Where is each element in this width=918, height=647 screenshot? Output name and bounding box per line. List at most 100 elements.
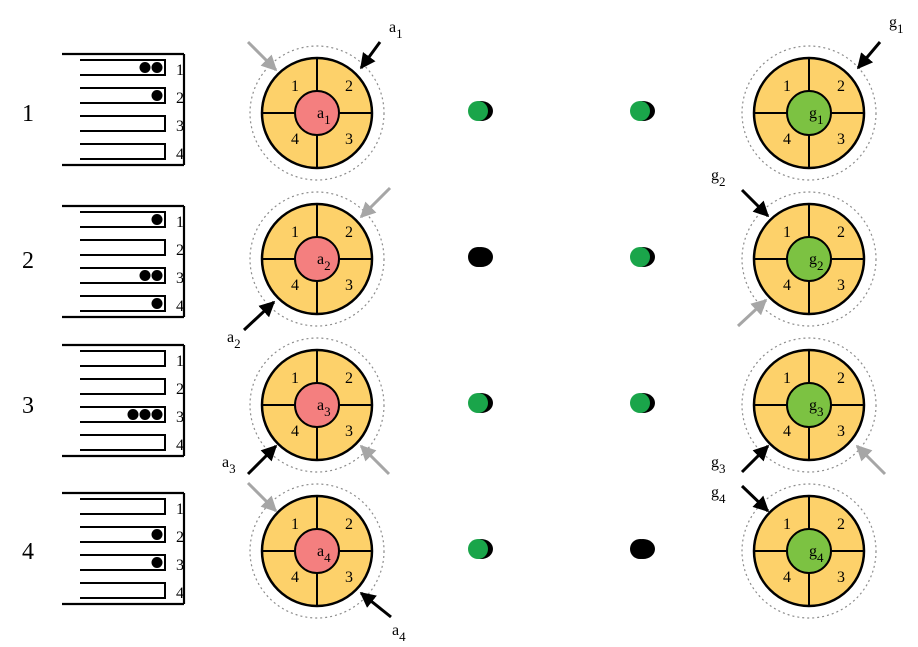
wheel-hub xyxy=(786,236,832,282)
slot-outline xyxy=(80,295,166,312)
quadrant-label: 4 xyxy=(783,277,791,294)
black-arrow-icon xyxy=(740,444,770,474)
dotted-ring xyxy=(249,191,385,327)
slot-dot xyxy=(151,214,163,225)
green-dot xyxy=(468,393,488,413)
wheel-hub xyxy=(294,528,340,574)
goal-wheel xyxy=(741,45,877,181)
slot-outline xyxy=(80,87,166,104)
quadrant-label: 2 xyxy=(345,516,353,533)
slot-dot xyxy=(151,529,163,540)
green-dot xyxy=(468,539,488,559)
wheel-hub xyxy=(294,90,340,136)
goal-hub-label: g4 xyxy=(809,543,824,565)
slot-number: 2 xyxy=(176,90,184,107)
slot-dot xyxy=(127,409,139,420)
black-dot xyxy=(468,247,488,267)
agent-wheel xyxy=(249,45,385,181)
quadrant-label: 3 xyxy=(837,131,845,148)
slot-number: 3 xyxy=(176,118,184,135)
gray-arrow-icon xyxy=(246,481,278,513)
dotted-ring xyxy=(741,45,877,181)
black-dot xyxy=(630,539,650,559)
slot-dot xyxy=(139,270,151,281)
slot-number: 3 xyxy=(176,409,184,426)
dotted-ring xyxy=(249,483,385,619)
slot-number: 1 xyxy=(176,501,184,518)
slot-rack xyxy=(62,204,186,319)
slot-rack xyxy=(62,343,186,458)
quadrant-label: 4 xyxy=(783,569,791,586)
dotted-ring xyxy=(741,483,877,619)
agent-hub-label: a1 xyxy=(317,105,331,127)
arrow-label-g4: g4 xyxy=(711,484,726,506)
gray-arrow-icon xyxy=(359,444,391,476)
quadrant-label: 4 xyxy=(291,423,299,440)
slot-dot xyxy=(151,557,163,568)
quadrant-label: 3 xyxy=(837,277,845,294)
gray-arrow-icon xyxy=(246,40,278,72)
row-label: 3 xyxy=(22,393,34,419)
arrow-label-g3: g3 xyxy=(711,454,726,476)
goal-wheel xyxy=(741,191,877,327)
quadrant-label: 1 xyxy=(291,370,299,387)
black-arrow-icon xyxy=(359,591,392,619)
quadrant-label: 2 xyxy=(345,370,353,387)
agent-wheel xyxy=(249,483,385,619)
slot-outline xyxy=(80,239,166,256)
agent-wheel xyxy=(249,191,385,327)
black-arrow-icon xyxy=(246,444,278,476)
gray-arrow-icon xyxy=(736,298,768,328)
slot-outline xyxy=(80,115,166,132)
black-arrow-icon xyxy=(856,41,882,70)
quadrant-label: 3 xyxy=(345,569,353,586)
slot-number: 3 xyxy=(176,557,184,574)
green-dot xyxy=(630,101,650,121)
slot-outline xyxy=(80,554,166,571)
goal-hub-label: g2 xyxy=(809,251,824,273)
quadrant-label: 3 xyxy=(837,423,845,440)
arrow-label-a4: a4 xyxy=(392,622,406,644)
slot-outline xyxy=(80,378,166,395)
slot-rack xyxy=(62,52,186,167)
slot-dot xyxy=(151,298,163,309)
wheel-hub xyxy=(786,382,832,428)
row-label: 2 xyxy=(22,248,34,274)
agent-wheel xyxy=(249,337,385,473)
green-dot xyxy=(630,247,650,267)
quadrant-label: 2 xyxy=(345,78,353,95)
slot-number: 1 xyxy=(176,214,184,231)
quadrant-label: 3 xyxy=(345,277,353,294)
agent-hub-label: a2 xyxy=(317,251,331,273)
goal-hub-label: g3 xyxy=(809,397,824,419)
black-arrow-icon xyxy=(242,300,276,332)
dotted-ring xyxy=(741,337,877,473)
goal-hub-label: g1 xyxy=(809,105,824,127)
quadrant-label: 1 xyxy=(783,224,791,241)
quadrant-label: 1 xyxy=(291,78,299,95)
dotted-ring xyxy=(249,337,385,473)
slot-dot xyxy=(151,62,163,73)
arrow-label-a1: a1 xyxy=(389,19,403,41)
slot-outline xyxy=(80,582,166,599)
quadrant-label: 2 xyxy=(837,370,845,387)
gray-arrow-icon xyxy=(359,186,392,219)
slot-outline xyxy=(80,59,166,76)
green-dot xyxy=(630,393,650,413)
quadrant-label: 4 xyxy=(291,131,299,148)
quadrant-label: 2 xyxy=(837,516,845,533)
slot-number: 2 xyxy=(176,381,184,398)
quadrant-label: 3 xyxy=(345,131,353,148)
quadrant-label: 2 xyxy=(837,78,845,95)
slot-number: 4 xyxy=(176,585,184,602)
wheel-hub xyxy=(294,382,340,428)
dotted-ring xyxy=(741,191,877,327)
slot-dot xyxy=(139,409,151,420)
slot-outline xyxy=(80,267,166,284)
quadrant-label: 3 xyxy=(837,569,845,586)
wheel-hub xyxy=(786,90,832,136)
wheel-hub xyxy=(786,528,832,574)
goal-wheel xyxy=(741,483,877,619)
slot-dot xyxy=(151,90,163,101)
